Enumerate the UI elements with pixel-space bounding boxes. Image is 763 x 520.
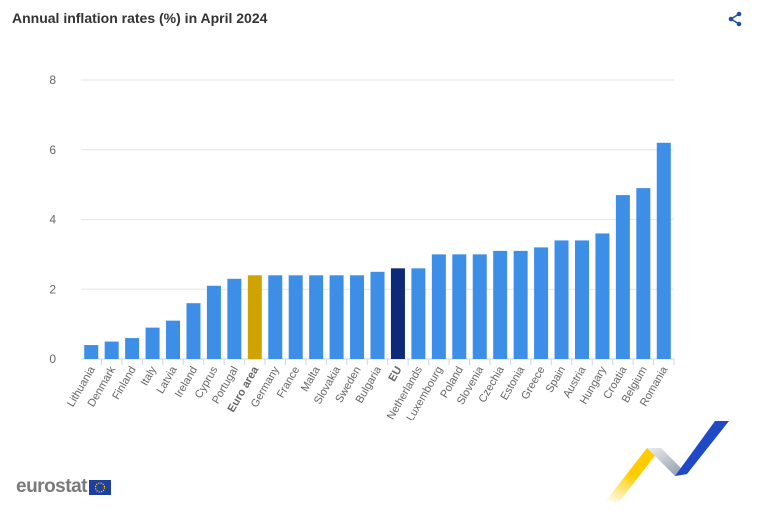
bar-eu[interactable] (390, 268, 405, 359)
y-tick-label: 8 (49, 73, 56, 87)
bar-romania[interactable] (656, 142, 671, 359)
bar-germany[interactable] (268, 275, 283, 359)
bar-slovakia[interactable] (329, 275, 344, 359)
bar-slovenia[interactable] (472, 254, 487, 359)
bar-hungary[interactable] (595, 233, 610, 359)
bar-latvia[interactable] (166, 320, 181, 359)
bar-lithuania[interactable] (84, 345, 99, 359)
bar-portugal[interactable] (227, 278, 242, 359)
bar-czechia[interactable] (493, 250, 508, 359)
bar-france[interactable] (288, 275, 303, 359)
y-tick-label: 6 (49, 143, 56, 157)
bar-spain[interactable] (554, 240, 569, 359)
y-tick-label: 4 (49, 213, 56, 227)
bar-cyprus[interactable] (206, 285, 221, 359)
bar-estonia[interactable] (513, 250, 528, 359)
bar-croatia[interactable] (615, 195, 630, 359)
bar-austria[interactable] (574, 240, 589, 359)
bar-malta[interactable] (309, 275, 324, 359)
eurostat-logo: eurostat (16, 476, 111, 498)
y-tick-label: 0 (49, 352, 56, 366)
share-icon[interactable] (726, 10, 744, 28)
bar-netherlands[interactable] (411, 268, 426, 359)
x-tick-label: Italy (139, 364, 160, 388)
eu-flag-icon (88, 479, 111, 495)
bar-finland[interactable] (125, 338, 140, 359)
logo-text: eurostat (16, 476, 87, 497)
chart-title: Annual inflation rates (%) in April 2024 (12, 10, 268, 26)
x-tick-label: EU (387, 364, 405, 383)
bar-ireland[interactable] (186, 303, 201, 359)
bar-poland[interactable] (452, 254, 467, 359)
bar-luxembourg[interactable] (431, 254, 446, 359)
y-tick-label: 2 (49, 282, 56, 296)
decorative-graphic (605, 421, 729, 502)
bar-greece[interactable] (534, 247, 549, 359)
bar-italy[interactable] (145, 327, 160, 359)
bar-bulgaria[interactable] (370, 271, 385, 359)
bar-sweden[interactable] (350, 275, 365, 359)
bar-euro-area[interactable] (247, 275, 262, 359)
bar-denmark[interactable] (104, 341, 119, 359)
bar-belgium[interactable] (636, 188, 651, 359)
